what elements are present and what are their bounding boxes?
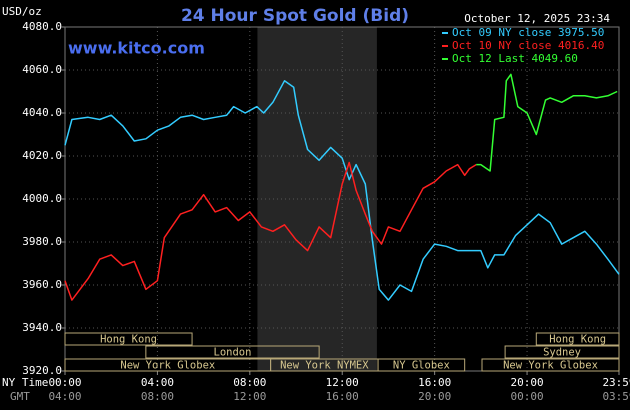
y-tick-label: 4060.0: [22, 63, 62, 76]
x2-tick-label: 04:00: [48, 390, 81, 403]
y-tick-label: 4000.0: [22, 192, 62, 205]
x2-tick-label: 00:00: [510, 390, 543, 403]
y-tick-label: 3960.0: [22, 278, 62, 291]
session-bar: [64, 332, 193, 346]
x-tick-label: 04:00: [141, 376, 174, 389]
session-label: London: [214, 347, 252, 359]
session-bar: [481, 358, 620, 372]
y-tick-label: 4020.0: [22, 149, 62, 162]
series-line: [64, 161, 477, 301]
x-tick-label: 20:00: [510, 376, 543, 389]
x2-tick-label: 12:00: [233, 390, 266, 403]
y-tick-label: 3940.0: [22, 321, 62, 334]
legend-entry: Oct 12 Last 4049.60: [452, 52, 578, 65]
session-label: NY Globex: [393, 360, 450, 372]
session-bar: [504, 345, 620, 359]
session-label: New York Globex: [120, 360, 215, 372]
x-tick-label: 12:00: [326, 376, 359, 389]
y-tick-label: 4080.0: [22, 20, 62, 33]
x-tick-label: 08:00: [233, 376, 266, 389]
y-tick-label: 3920.0: [22, 364, 62, 377]
x2-tick-label: 16:00: [326, 390, 359, 403]
x2-axis-label: GMT: [10, 390, 30, 403]
y-tick-label: 4040.0: [22, 106, 62, 119]
y-tick-label: 3980.0: [22, 235, 62, 248]
x2-tick-label: 03:59: [602, 390, 630, 403]
x-axis-label: NY Time: [2, 376, 48, 389]
watermark: www.kitco.com: [68, 39, 205, 58]
session-label: Hong Kong: [100, 334, 157, 346]
series-line: [64, 80, 620, 301]
x2-tick-label: 20:00: [418, 390, 451, 403]
session-label: Sydney: [543, 347, 581, 359]
legend-entry: Oct 10 NY close 4016.40: [452, 39, 604, 52]
x-tick-label: 23:59: [602, 376, 630, 389]
session-label: Hong Kong: [549, 334, 606, 346]
session-bar: [535, 332, 620, 346]
chart-title: 24 Hour Spot Gold (Bid): [181, 6, 409, 26]
x-tick-label: 00:00: [48, 376, 81, 389]
x2-tick-label: 08:00: [141, 390, 174, 403]
x-tick-label: 16:00: [418, 376, 451, 389]
session-bar: [377, 358, 466, 372]
timestamp: October 12, 2025 23:34: [464, 12, 610, 25]
legend-entry: Oct 09 NY close 3975.50: [452, 26, 604, 39]
session-label: New York NYMEX: [280, 360, 369, 372]
session-bar: [145, 345, 320, 359]
y-axis-label: USD/oz: [2, 5, 42, 18]
session-label: New York Globex: [503, 360, 598, 372]
series-line: [476, 73, 618, 172]
